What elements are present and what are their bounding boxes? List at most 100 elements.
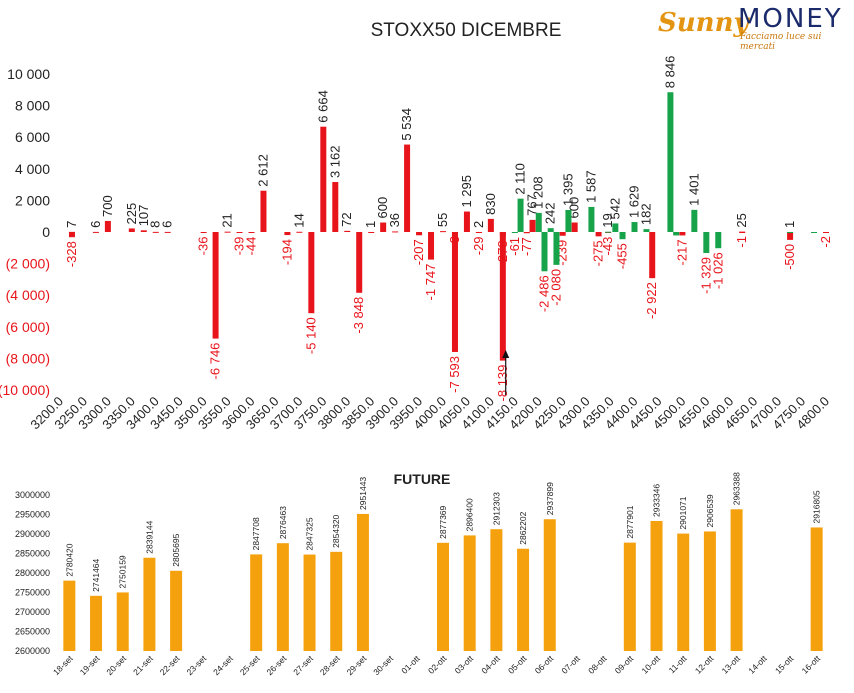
bar [588,206,595,232]
bar [565,209,572,232]
data-label: -2 [818,236,833,248]
y-tick-label: (6 000) [6,319,50,335]
data-label: -1 [734,236,749,248]
data-label: 2 612 [255,154,270,187]
stoxx50-options-chart: STOXX50 DICEMBRE 10 000 8 000 6 000 4 000 2 … [0,20,833,433]
y-tick-label: 2850000 [15,549,50,559]
data-label: -275 [591,240,606,266]
data-label: 6 664 [315,90,330,123]
bar [523,232,530,234]
y-tick-label: 2 000 [15,192,50,208]
x-tick-label: 03-ott [453,653,476,676]
bar [451,232,458,352]
bar [643,229,650,232]
bar [823,232,829,233]
bar [224,231,231,233]
y-tick-label: 2600000 [15,646,50,656]
data-label: 107 [136,205,151,227]
bar [368,231,375,233]
data-label: 1 295 [459,175,474,208]
y-tick-label: 2900000 [15,529,50,539]
data-label: 2916805 [812,490,822,523]
x-tick-label: 15-ott [773,653,796,676]
bar [595,232,602,237]
bar [212,232,219,339]
logo-tagline: Facciamo luce sui mercati [740,32,822,52]
data-label: -1 026 [710,252,725,289]
x-tick-label: 05-ott [506,653,529,676]
bar [303,554,316,651]
bar [541,232,548,272]
data-label: -1 329 [698,257,713,294]
data-label: 2906539 [705,494,715,527]
annotation-arrow-head [502,350,510,358]
bar [463,211,470,232]
bar [128,228,135,232]
bar [140,230,147,232]
bar [517,548,530,651]
data-label: 2963388 [732,472,742,505]
bar [260,190,267,232]
data-label: -3 848 [351,297,366,334]
data-label: 2741464 [91,558,101,591]
data-label: 8 846 [662,56,677,89]
bar [703,531,716,651]
data-label: 2877369 [438,505,448,538]
data-label: 2912303 [491,492,501,525]
bar [276,543,289,651]
data-label: 2933346 [652,484,662,517]
data-label: 542 [607,198,622,220]
x-tick-label: 27-set [291,653,315,677]
bar [499,232,506,237]
data-label: -2 080 [548,269,563,306]
bar [619,232,626,240]
bar [730,509,743,651]
data-label: 2750159 [118,555,128,588]
bar [787,232,794,240]
bar [529,219,536,232]
bar [677,533,690,651]
bar [416,232,423,236]
bar [404,144,411,232]
y-axis: 10 000 8 000 6 000 4 000 2 000 0 (2 000) (4 000… [0,66,50,398]
data-label: -207 [411,239,426,265]
data-label: -29 [471,236,486,255]
x-tick-label: 10-ott [639,653,662,676]
x-tick-label: 07-ott [559,653,582,676]
bar [356,513,369,651]
bar [605,231,612,233]
data-label: -39 [232,237,247,256]
data-label: 2901071 [678,496,688,529]
data-label: -5 140 [303,317,318,354]
data-label: -500 [782,244,797,270]
data-label: 767 [525,194,540,216]
bar [631,222,638,232]
x-axis: 3200.03250.03300.03350.03400.03450.03500… [27,394,832,433]
data-label: -61 [507,237,522,256]
bars: 2780420 2741464 2750159 2839144 2805695 28477… [63,472,823,651]
x-tick-label: 01-ott [399,653,422,676]
bar [380,222,387,232]
bar [475,232,482,233]
bar [92,231,99,233]
bar [104,220,111,232]
future-chart: FUTURE 3000000 2950000 2900000 2850000 28000… [15,471,823,677]
bar [143,557,156,651]
x-axis: 18-set 19-set 20-set 21-set 22-set 23-set 24-s… [51,653,823,677]
bar [787,231,794,233]
bar [517,198,524,232]
bar [715,232,722,249]
bar [170,570,183,651]
data-label: 2847325 [305,517,315,550]
x-tick-label: 21-set [131,653,155,677]
data-label: 2896400 [465,498,475,531]
x-tick-label: 09-ott [613,653,636,676]
data-label: -43 [600,237,615,256]
bar [649,232,656,279]
data-label: -328 [64,241,79,267]
y-tick-label: 4 000 [15,161,50,177]
bar [691,209,698,232]
y-tick-label: 2800000 [15,568,50,578]
data-label: -194 [279,239,294,265]
x-tick-label: 08-ott [586,653,609,676]
